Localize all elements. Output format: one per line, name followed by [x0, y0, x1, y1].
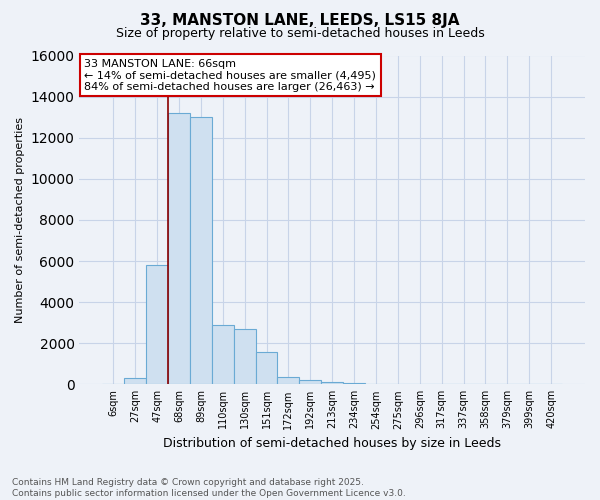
Text: Size of property relative to semi-detached houses in Leeds: Size of property relative to semi-detach… — [116, 28, 484, 40]
Text: 33, MANSTON LANE, LEEDS, LS15 8JA: 33, MANSTON LANE, LEEDS, LS15 8JA — [140, 12, 460, 28]
Text: 33 MANSTON LANE: 66sqm
← 14% of semi-detached houses are smaller (4,495)
84% of : 33 MANSTON LANE: 66sqm ← 14% of semi-det… — [85, 59, 376, 92]
Text: Contains HM Land Registry data © Crown copyright and database right 2025.
Contai: Contains HM Land Registry data © Crown c… — [12, 478, 406, 498]
Bar — [212, 324, 234, 384]
Bar — [256, 352, 277, 384]
Y-axis label: Number of semi-detached properties: Number of semi-detached properties — [15, 117, 25, 323]
Bar — [321, 382, 343, 384]
X-axis label: Distribution of semi-detached houses by size in Leeds: Distribution of semi-detached houses by … — [163, 437, 501, 450]
Bar — [234, 329, 256, 384]
Bar — [277, 377, 299, 384]
Bar — [299, 380, 321, 384]
Bar — [146, 265, 168, 384]
Bar — [168, 113, 190, 384]
Bar — [190, 117, 212, 384]
Bar — [124, 378, 146, 384]
